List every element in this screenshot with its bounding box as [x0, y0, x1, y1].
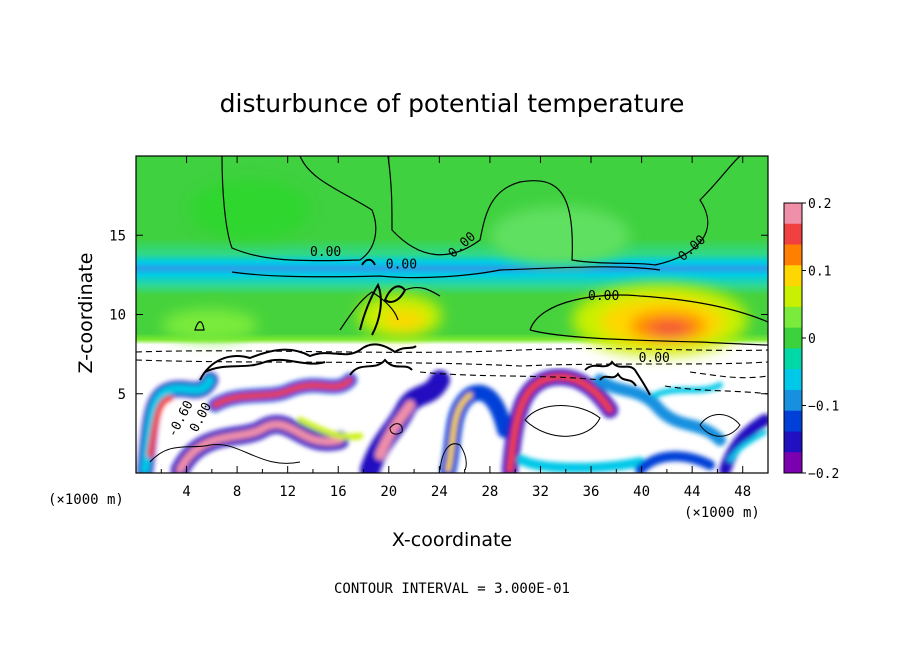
colorbar-swatch: [784, 369, 802, 391]
colorbar-swatch: [784, 223, 802, 246]
y-tick-label: 5: [118, 387, 126, 403]
contour-label: 0.00: [310, 245, 341, 260]
y-tick-label: 15: [109, 228, 126, 244]
colorbar-ticks: 0.2 0.1 0 −0.1 −0.2: [802, 197, 839, 482]
x-tick-label: 16: [330, 484, 347, 500]
upper-field-patches: [162, 180, 748, 356]
contour-label: 0.00: [588, 289, 619, 304]
colorbar-tick-label: 0.2: [808, 197, 831, 212]
x-tick-label: 24: [431, 484, 448, 500]
lower-field-bands: [137, 369, 768, 473]
x-unit-right: (×1000 m): [684, 505, 760, 521]
colorbar-swatch: [784, 348, 802, 370]
colorbar-swatch: [784, 244, 802, 266]
lower-thin-contours: [149, 405, 741, 471]
contour-interval-note: CONTOUR INTERVAL = 3.000E-01: [334, 581, 570, 597]
x-tick-label: 48: [734, 484, 751, 500]
contour-label: 0.00: [639, 351, 670, 366]
contour-lines: [194, 156, 768, 346]
colorbar: [783, 202, 803, 474]
colorbar-tick-label: 0.1: [808, 265, 831, 280]
colorbar-swatch: [784, 203, 802, 225]
x-tick-label: 44: [684, 484, 701, 500]
y-axis-label: Z-coordinate: [75, 253, 97, 374]
colorbar-swatch: [784, 431, 802, 453]
colorbar-tick-label: 0: [808, 332, 816, 347]
x-axis-label: X-coordinate: [392, 529, 512, 551]
chart-title: disturbunce of potential temperature: [220, 89, 685, 118]
x-unit-left: (×1000 m): [48, 492, 124, 508]
x-tick-label: 8: [233, 484, 241, 500]
y-axis-ticks: 5 10 15: [109, 228, 768, 403]
colorbar-swatch: [784, 306, 802, 329]
plot-area: [136, 156, 768, 473]
x-axis-ticks: 4 8 12 16 20 24 28 32 36 40 44 48: [160, 156, 751, 500]
colorbar-swatch: [784, 389, 802, 412]
contour-label: 0.00: [386, 258, 417, 273]
dense-contour-clusters: [199, 258, 651, 396]
x-tick-label: 36: [583, 484, 600, 500]
colorbar-swatch: [784, 410, 802, 432]
dashed-contours: [136, 348, 768, 395]
x-tick-label: 12: [279, 484, 296, 500]
x-tick-label: 28: [481, 484, 498, 500]
x-tick-label: 40: [633, 484, 650, 500]
contour-labels: 0.000.000.000.000.000.00-0.600.00: [165, 229, 709, 440]
x-tick-label: 20: [380, 484, 397, 500]
y-tick-label: 10: [109, 308, 126, 324]
x-tick-label: 4: [182, 484, 190, 500]
colorbar-swatch: [784, 452, 802, 474]
colorbar-swatch: [784, 265, 802, 287]
colorbar-swatch: [784, 286, 802, 308]
x-tick-label: 32: [532, 484, 549, 500]
colorbar-swatch: [784, 327, 802, 349]
colorbar-tick-label: −0.1: [808, 400, 839, 415]
colorbar-tick-label: −0.2: [808, 467, 839, 482]
